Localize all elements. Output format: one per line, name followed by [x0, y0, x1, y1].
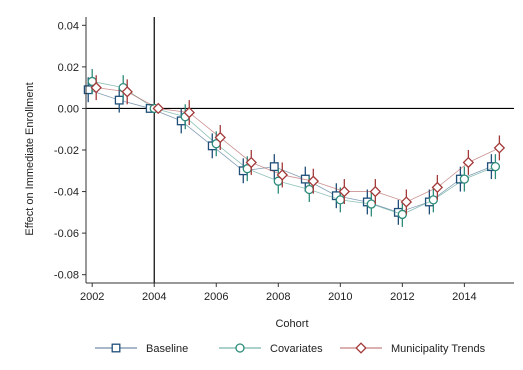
series-line: [96, 87, 500, 203]
data-point: [121, 86, 133, 98]
x-axis-title: Cohort: [275, 318, 308, 330]
data-point: [245, 156, 257, 169]
x-tick-label: 2010: [328, 291, 352, 303]
data-point: [369, 185, 382, 198]
data-point: [214, 131, 226, 144]
data-point: [397, 209, 407, 220]
x-tick-label: 2002: [80, 291, 104, 303]
data-point: [431, 181, 444, 194]
data-point: [307, 175, 320, 187]
x-tick-label: 2006: [204, 291, 228, 303]
data-point: [490, 161, 501, 172]
data-point: [90, 81, 102, 94]
y-tick-label: -0.04: [54, 187, 79, 199]
x-tick-label: 2014: [452, 291, 476, 303]
y-tick-label: 0.04: [58, 20, 79, 32]
legend-marker: [355, 342, 367, 354]
data-point: [183, 106, 195, 119]
y-tick-label: -0.06: [54, 228, 79, 240]
legend-item-covariates: Covariates: [219, 343, 323, 355]
legend-marker: [235, 343, 245, 353]
data-point: [366, 199, 376, 209]
data-point: [400, 196, 413, 208]
series-layer: [83, 68, 506, 227]
data-point: [462, 156, 475, 169]
y-tick-label: -0.02: [54, 145, 79, 157]
legend-item-municipality-trends: Municipality Trends: [340, 342, 486, 355]
data-point: [304, 184, 314, 195]
y-tick-label: 0.00: [58, 103, 79, 115]
x-tick-label: 2008: [266, 291, 290, 303]
data-point: [152, 102, 164, 115]
data-point: [276, 169, 289, 181]
data-point: [428, 195, 439, 205]
data-point: [493, 142, 506, 154]
legend-item-baseline: Baseline: [95, 343, 188, 355]
y-axis-title: Effect on Immediate Enrollment: [24, 82, 36, 235]
data-point: [338, 185, 351, 198]
legend: Baseline Covariates Municipality Trends: [95, 342, 486, 355]
y-tick-label: -0.08: [54, 270, 79, 282]
x-tick-label: 2004: [142, 291, 166, 303]
legend-marker: [111, 343, 121, 353]
data-point: [335, 195, 345, 205]
legend-label: Municipality Trends: [391, 343, 486, 355]
x-tick-label: 2012: [390, 291, 414, 303]
data-point: [459, 174, 470, 184]
data-point: [114, 95, 124, 105]
y-tick-label: 0.02: [58, 62, 79, 74]
series-municipality-trends: [90, 75, 506, 215]
legend-label: Baseline: [146, 343, 188, 355]
data-point: [269, 162, 279, 172]
legend-label: Covariates: [270, 343, 323, 355]
